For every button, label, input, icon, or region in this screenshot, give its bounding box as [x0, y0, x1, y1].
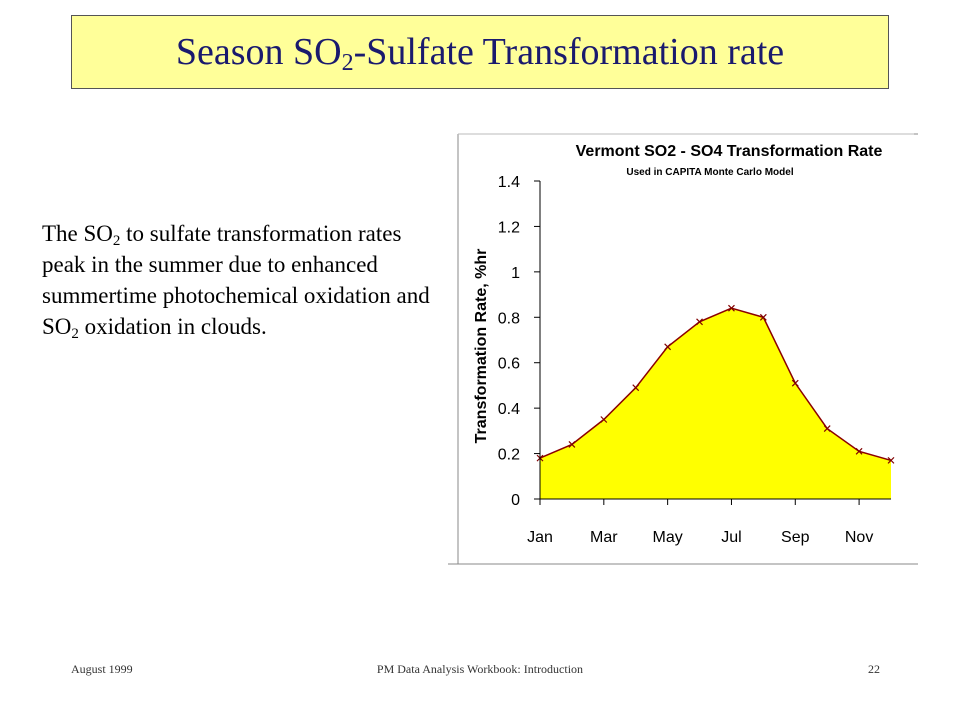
chart-container: Vermont SO2 - SO4 Transformation Rate Us…: [448, 124, 928, 574]
slide-title: Season SO2-Sulfate Transformation rate: [175, 30, 785, 76]
y-tick-label: 1: [511, 265, 520, 282]
title-box: Season SO2-Sulfate Transformation rate: [71, 15, 889, 89]
x-tick-label-mar: Mar: [590, 529, 618, 546]
body-paragraph: The SO2 to sulfate transformation rates …: [42, 218, 442, 342]
body-part-1: The SO: [42, 221, 113, 246]
title-subscript: 2: [341, 50, 354, 76]
data-point-apr: [632, 384, 640, 392]
series-line: [539, 307, 892, 462]
x-tick-label-sep: Sep: [781, 529, 810, 546]
footer-workbook-title: PM Data Analysis Workbook: Introduction: [376, 662, 584, 676]
data-point-jul: [728, 304, 735, 312]
data-point-aug: [759, 313, 767, 321]
y-tick-label: 0.8: [498, 310, 520, 327]
data-point-dec: [887, 456, 895, 464]
transformation-rate-chart: Vermont SO2 - SO4 Transformation Rate Us…: [448, 133, 918, 565]
data-point-nov: [855, 447, 863, 455]
chart-subtitle: Used in CAPITA Monte Carlo Model: [626, 167, 793, 178]
body-sub-2: 2: [71, 326, 79, 342]
x-tick-label-jul: Jul: [721, 529, 741, 546]
x-tick-label-may: May: [653, 529, 683, 546]
footer-page-number: 22: [868, 662, 880, 676]
y-tick-label: 0: [511, 492, 520, 509]
area-fill: [540, 308, 891, 499]
y-tick-label: 1.2: [498, 219, 520, 236]
data-point-jun: [696, 318, 703, 326]
x-tick-label-jan: Jan: [527, 529, 553, 546]
data-point-mar: [600, 416, 608, 423]
y-tick-label: 0.6: [498, 356, 520, 373]
data-point-feb: [568, 441, 576, 448]
y-axis-label: Transformation Rate, %hr: [473, 249, 490, 444]
x-tick-label-nov: Nov: [845, 529, 873, 546]
chart-title: Vermont SO2 - SO4 Transformation Rate: [576, 143, 883, 160]
title-rest: -Sulfate Transformation rate: [353, 31, 785, 73]
data-point-sep: [791, 379, 799, 387]
title-main: Season SO: [175, 31, 342, 73]
plot-area: 0 0.2 0.4 0.6 0.8 1 1.2 1.4 Jan Mar May Jul Sep Nov: [498, 174, 895, 546]
y-tick-label: 0.4: [498, 401, 520, 418]
y-tick-label: 1.4: [498, 174, 520, 191]
y-tick-label: 0.2: [498, 447, 520, 464]
data-point-may: [664, 343, 672, 351]
body-part-3: oxidation in clouds.: [78, 314, 267, 339]
data-point-oct: [823, 425, 831, 433]
footer-date: August 1999: [71, 662, 133, 676]
body-sub-1: 2: [112, 233, 121, 249]
body-part-2: to sulfate transformation rates peak in …: [42, 221, 430, 339]
